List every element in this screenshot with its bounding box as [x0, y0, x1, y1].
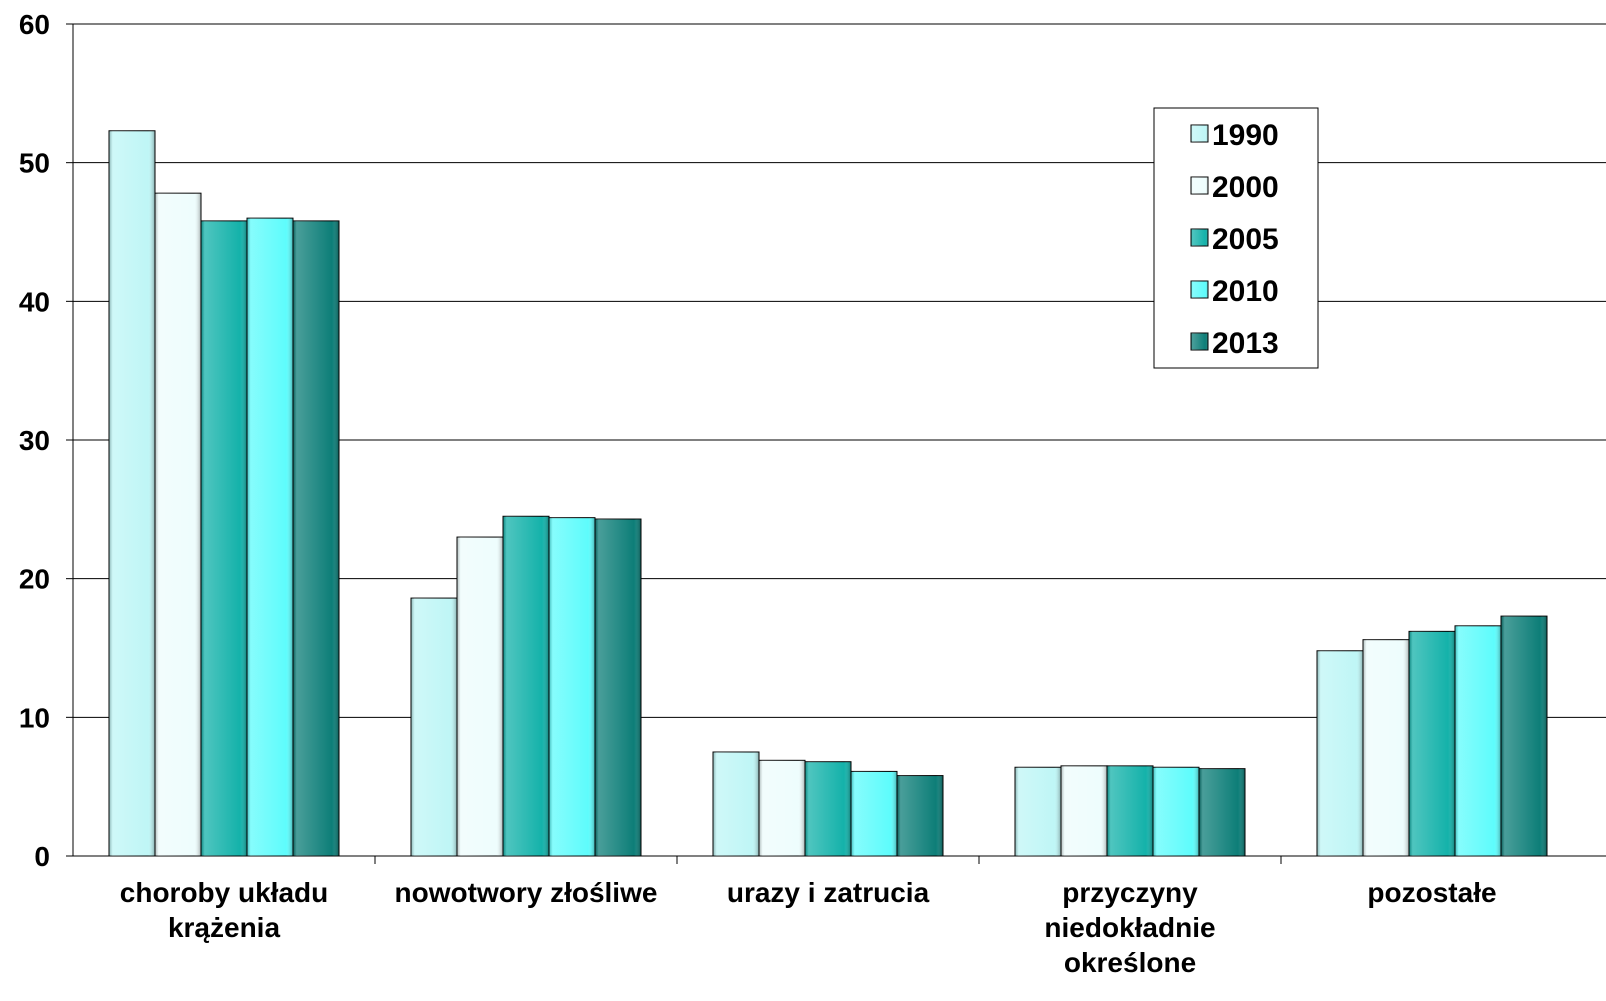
x-category-label: nowotwory złośliwe — [395, 877, 658, 908]
bar-shading — [1199, 768, 1245, 856]
bar-shading — [713, 752, 759, 856]
axis-labels: 0 10 20 30 40 50 60 choroby układu krążenia nowot… — [19, 9, 1497, 978]
legend-box — [1153, 107, 1319, 369]
bar-shading — [1153, 767, 1199, 856]
bar-shading — [503, 516, 549, 856]
legend-label-2010: 2010 — [1212, 275, 1279, 308]
bar-shading — [1317, 650, 1363, 856]
x-category-label: krążenia — [168, 912, 280, 943]
bar-shading — [1501, 616, 1547, 856]
bar-shading — [851, 771, 897, 856]
x-category-label: niedokładnie — [1044, 912, 1215, 943]
x-category-label: urazy i zatrucia — [727, 877, 930, 908]
y-tick-label: 30 — [19, 425, 50, 456]
y-tick-label: 60 — [19, 9, 50, 40]
x-category-label: określone — [1064, 947, 1196, 978]
bar-shading — [595, 519, 641, 856]
legend-label-1990: 1990 — [1212, 119, 1279, 152]
y-tick-label: 50 — [19, 148, 50, 179]
legend-label-2013: 2013 — [1212, 327, 1279, 360]
legend-swatch-shading — [1191, 177, 1208, 194]
legend-swatch-shading — [1191, 333, 1208, 350]
bar-shading — [1455, 625, 1501, 856]
bar-shading — [155, 193, 201, 856]
bar-shading — [549, 517, 595, 856]
legend-swatch-shading — [1191, 125, 1208, 142]
y-tick-label: 0 — [34, 841, 50, 872]
x-category-label: choroby układu — [120, 877, 328, 908]
legend: 1990 2000 2005 2010 2013 — [1153, 107, 1319, 369]
bar-shading — [759, 760, 805, 856]
y-tick-label: 20 — [19, 564, 50, 595]
x-category-label: pozostałe — [1367, 877, 1496, 908]
y-tick-label: 10 — [19, 702, 50, 733]
bar-shading — [411, 598, 457, 856]
bars — [108, 130, 1548, 857]
bar-shading — [247, 218, 293, 857]
bar-shading — [457, 537, 503, 856]
bar-shading — [1363, 639, 1409, 856]
legend-swatch-shading — [1191, 281, 1208, 298]
bar-shading — [1409, 631, 1455, 856]
bar-shading — [805, 761, 851, 856]
bar-shading — [1107, 765, 1153, 856]
bar-shading — [293, 220, 339, 856]
bar-shading — [897, 775, 943, 856]
bar-shading — [201, 220, 247, 856]
bar-shading — [1061, 765, 1107, 856]
y-tick-label: 40 — [19, 286, 50, 317]
legend-swatch-shading — [1191, 229, 1208, 246]
bar-shading — [1015, 767, 1061, 856]
bar-shading — [109, 130, 155, 857]
x-category-label: przyczyny — [1062, 877, 1198, 908]
legend-label-2000: 2000 — [1212, 171, 1279, 204]
legend-label-2005: 2005 — [1212, 223, 1279, 256]
